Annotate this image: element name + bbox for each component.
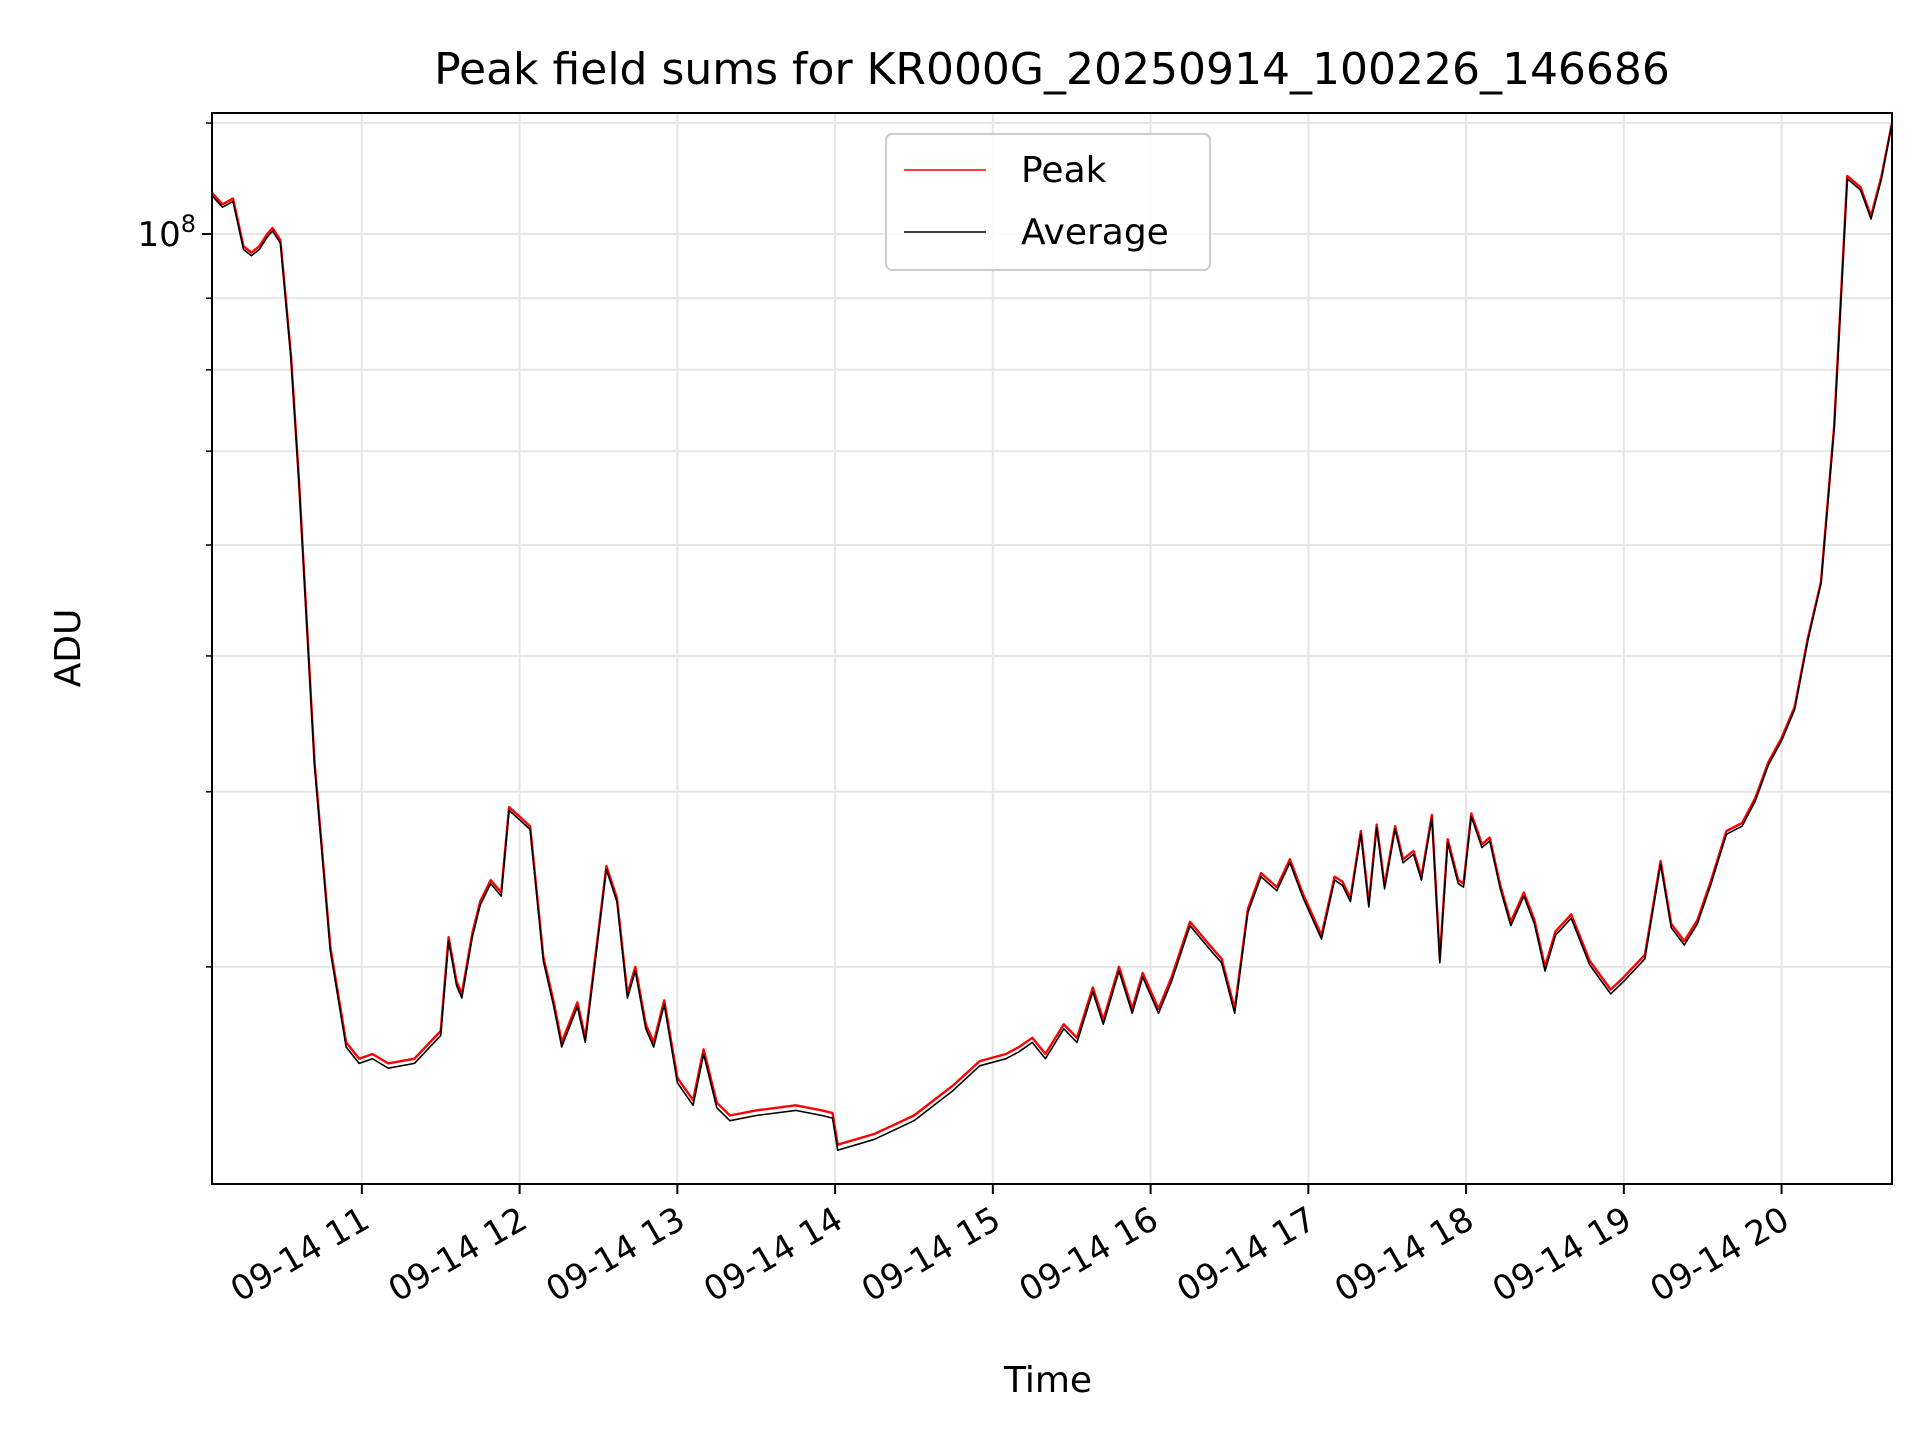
legend-peak-label: Peak bbox=[1021, 150, 1107, 191]
plot-area bbox=[211, 122, 1894, 1151]
y-tick-label: 108 bbox=[137, 210, 196, 255]
y-axis-label: ADU bbox=[48, 609, 89, 688]
legend: Peak Average bbox=[885, 133, 1211, 271]
chart-title: Peak field sums for KR000G_20250914_1002… bbox=[434, 44, 1670, 95]
axes-frame bbox=[211, 112, 1893, 1185]
series-line-average bbox=[211, 122, 1893, 1151]
x-axis-label: Time bbox=[1003, 1360, 1092, 1401]
legend-average-label: Average bbox=[1021, 212, 1169, 253]
grid bbox=[212, 113, 1892, 1184]
legend-box bbox=[885, 133, 1211, 271]
